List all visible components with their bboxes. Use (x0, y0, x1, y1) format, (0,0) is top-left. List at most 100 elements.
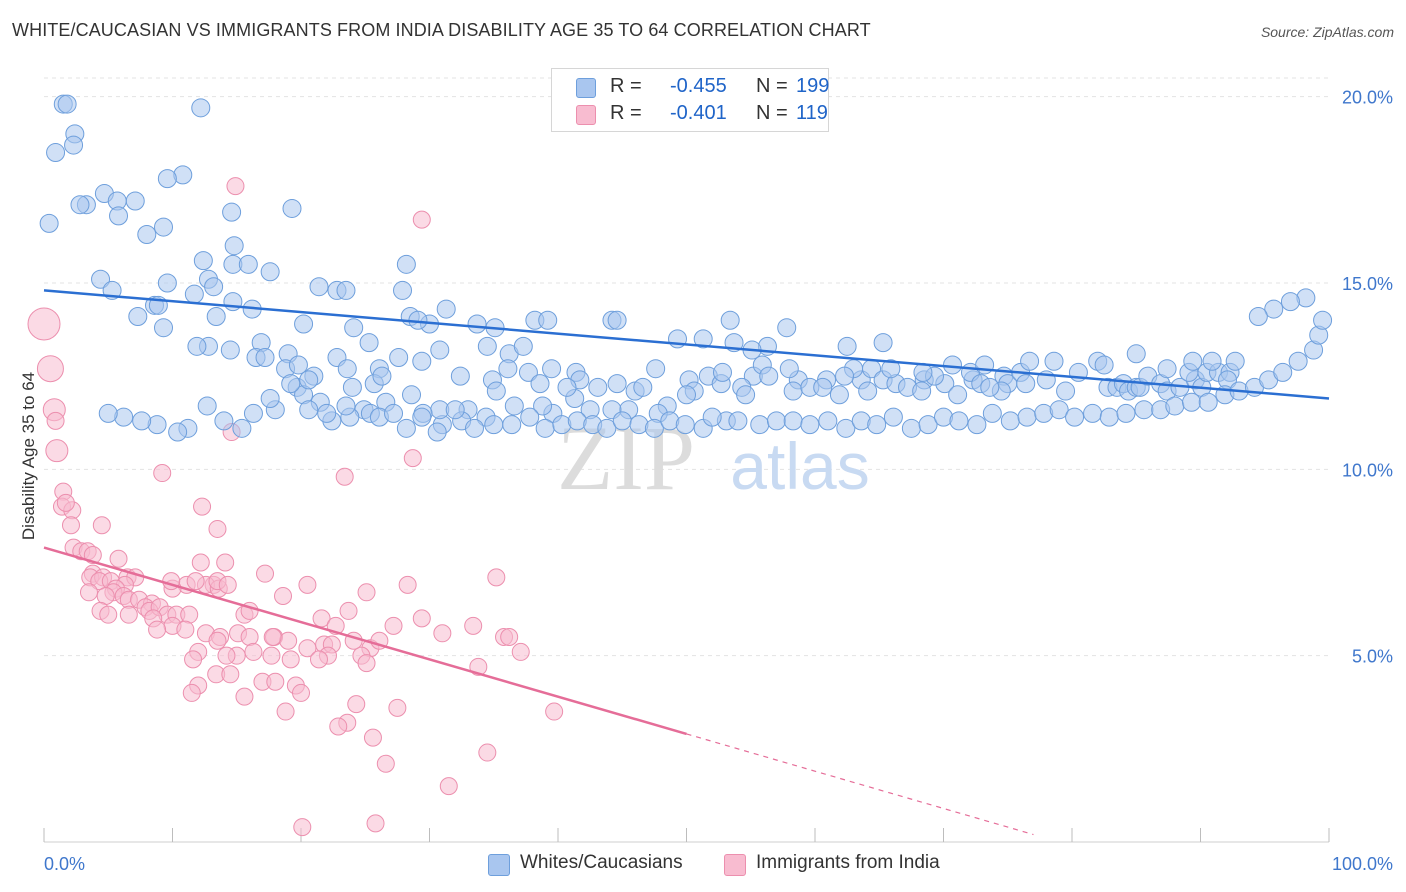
data-point-whites (220, 340, 240, 360)
grid-lines (44, 77, 1329, 657)
data-point-india (464, 616, 483, 635)
data-point-whites (982, 403, 1002, 423)
data-point-whites (206, 307, 226, 327)
data-point-whites (132, 411, 152, 431)
data-point-whites (222, 202, 242, 222)
data-point-india (180, 605, 199, 624)
data-point-india (191, 553, 210, 572)
data-point-whites (597, 418, 617, 438)
trend-lines (43, 289, 1330, 836)
data-point-india (263, 628, 282, 647)
data-point-india (347, 695, 366, 714)
data-point-whites (1264, 299, 1284, 319)
data-point-whites (396, 418, 416, 438)
data-point-india (92, 516, 111, 535)
data-point-whites (720, 310, 740, 330)
data-point-whites (204, 277, 224, 297)
data-point-whites (427, 422, 447, 442)
data-point-india (217, 646, 236, 665)
data-point-india (439, 777, 458, 796)
data-point-whites (980, 377, 1000, 397)
data-point-india (478, 743, 497, 762)
data-point-whites (1198, 392, 1218, 412)
data-point-whites (498, 359, 518, 379)
data-point-whites (255, 348, 275, 368)
legend-n-label: N = (756, 102, 788, 124)
data-point-whites (750, 415, 770, 435)
data-point-india (221, 665, 240, 684)
data-point-india (366, 814, 385, 833)
x-tick-label: 100.0% (1332, 854, 1393, 874)
trend-line-india-extension (686, 733, 1034, 836)
data-point-whites (1017, 407, 1037, 427)
data-point-india (216, 553, 235, 572)
data-point-whites (64, 135, 84, 155)
data-point-india (276, 702, 295, 721)
data-point-whites (607, 310, 627, 330)
data-point-whites (783, 381, 803, 401)
legend-r-value: -0.401 (670, 102, 727, 124)
trend-line-india (43, 546, 687, 736)
legend-swatch-india (576, 105, 596, 125)
data-point-whites (918, 415, 938, 435)
data-point-india (500, 628, 519, 647)
data-point-whites (402, 385, 422, 405)
data-point-india (193, 497, 212, 516)
y-tick-label: 5.0% (1352, 647, 1393, 667)
data-point-whites (712, 362, 732, 382)
data-point-whites (336, 280, 356, 300)
data-point-india (298, 639, 317, 658)
data-point-whites (777, 318, 797, 338)
data-point-india (279, 631, 298, 650)
data-point-whites (1099, 407, 1119, 427)
data-point-whites (193, 251, 213, 271)
data-point-whites (342, 377, 362, 397)
data-point-india (357, 583, 376, 602)
data-point-whites (502, 415, 522, 435)
data-point-india (153, 464, 172, 483)
data-point-whites (779, 359, 799, 379)
data-point-india (298, 575, 317, 594)
data-point-india (339, 601, 358, 620)
y-tick-label: 20.0% (1342, 88, 1393, 108)
data-point-india (292, 683, 310, 702)
y-tick-label: 10.0% (1342, 460, 1393, 480)
data-point-india (376, 754, 395, 773)
data-point-whites (412, 407, 432, 427)
data-point-india (256, 564, 275, 583)
data-point-whites (91, 269, 111, 289)
data-point-whites (520, 407, 540, 427)
data-point-whites (1083, 403, 1103, 423)
data-point-whites (557, 377, 577, 397)
data-point-whites (766, 411, 786, 431)
data-point-india (226, 177, 245, 196)
data-point-india (208, 631, 227, 650)
data-point-whites (675, 415, 695, 435)
series-whites-points (39, 94, 1333, 442)
data-point-whites (260, 262, 280, 282)
data-point-whites (1134, 400, 1154, 420)
data-point-whites (633, 377, 653, 397)
data-point-whites (484, 415, 504, 435)
data-point-whites (530, 374, 550, 394)
data-point-whites (901, 418, 921, 438)
bottom-legend-label-whites: Whites/Caucasians (520, 852, 683, 873)
legend-n-value: 119 (796, 102, 828, 124)
data-point-whites (396, 254, 416, 274)
data-point-whites (486, 381, 506, 401)
data-point-whites (317, 403, 337, 423)
data-point-whites (464, 418, 484, 438)
stats-legend: R = -0.455 N = 199 R = -0.401 N = 119 (551, 68, 829, 132)
bottom-legend-label-india: Immigrants from India (756, 852, 940, 873)
data-point-india (363, 728, 382, 747)
data-point-whites (693, 329, 713, 349)
data-point-india (545, 702, 564, 721)
data-point-whites (873, 333, 893, 353)
data-point-whites (154, 217, 174, 237)
data-point-whites (445, 400, 465, 420)
data-point-india (244, 642, 263, 661)
data-point-india (182, 683, 201, 702)
data-point-whites (518, 362, 538, 382)
data-point-whites (800, 415, 820, 435)
data-point-whites (1225, 351, 1245, 371)
